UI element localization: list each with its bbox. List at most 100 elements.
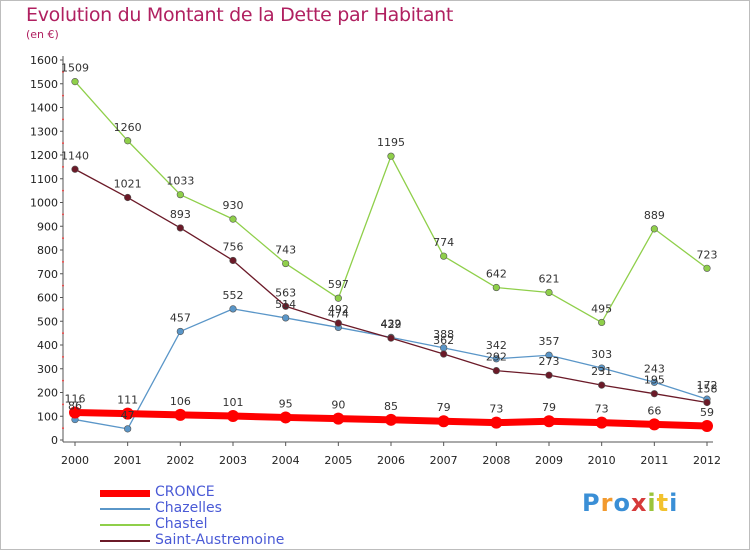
data-label-chastel: 743 — [275, 244, 296, 257]
series-chastel — [71, 78, 711, 327]
x-tick-label: 2012 — [693, 454, 721, 467]
data-point-chazelles — [598, 364, 606, 372]
data-point-cronce — [174, 408, 187, 421]
data-point-saint-austremoine — [650, 390, 658, 398]
y-tick-label: 800 — [37, 244, 58, 257]
data-point-chastel — [282, 259, 290, 268]
y-minor-tick — [62, 403, 64, 406]
data-point-chastel — [650, 225, 658, 233]
series-line-saint-austremoine — [74, 168, 708, 404]
data-point-chazelles — [650, 378, 658, 386]
data-point-saint-austremoine — [334, 319, 342, 327]
legend-label: Saint-Austremoine — [155, 532, 285, 548]
data-point-cronce — [490, 416, 503, 429]
logo-letter: o — [613, 489, 631, 517]
data-label-chazelles: 514 — [275, 298, 296, 311]
data-label-chastel: 1195 — [377, 136, 405, 149]
legend-swatch — [100, 508, 150, 510]
y-tick-label: 1300 — [30, 125, 58, 138]
data-point-cronce — [121, 407, 134, 420]
data-label-cronce: 66 — [647, 404, 661, 417]
y-tick-label: 1600 — [30, 54, 58, 67]
data-label-cronce: 95 — [279, 397, 293, 410]
data-label-cronce: 106 — [170, 395, 191, 408]
data-point-chastel — [387, 152, 395, 160]
series-layer — [69, 78, 713, 433]
legend: CRONCE Chazelles Chastel Saint-Austremoine — [100, 484, 360, 549]
data-label-chastel: 642 — [486, 268, 507, 281]
legend-label: Chastel — [155, 516, 208, 532]
data-label-saint-austremoine: 1021 — [114, 178, 142, 191]
y-minor-tick — [62, 308, 64, 311]
logo-letter: i — [669, 489, 679, 517]
data-point-chastel — [545, 288, 553, 297]
data-label-chazelles: 243 — [644, 362, 665, 375]
y-minor-tick — [62, 142, 64, 145]
data-label-chastel: 597 — [328, 278, 349, 291]
data-label-saint-austremoine: 756 — [223, 240, 244, 253]
x-tick-label: 2007 — [430, 454, 458, 467]
data-label-chazelles: 86 — [68, 400, 82, 413]
data-point-saint-austremoine — [71, 165, 79, 173]
y-minor-tick — [62, 118, 64, 121]
data-label-saint-austremoine: 563 — [275, 286, 296, 299]
data-point-chazelles — [545, 351, 553, 359]
data-label-cronce: 116 — [65, 392, 86, 405]
y-tick-label: 200 — [37, 387, 58, 400]
data-label-chastel: 495 — [591, 302, 612, 315]
legend-item-chastel: Chastel — [100, 516, 360, 533]
data-label-chazelles: 388 — [433, 328, 454, 341]
data-label-cronce: 59 — [700, 406, 714, 419]
data-point-saint-austremoine — [598, 381, 606, 389]
x-tick-label: 2010 — [588, 454, 616, 467]
data-label-chazelles: 342 — [486, 339, 507, 352]
data-point-saint-austremoine — [387, 334, 395, 342]
logo-letter: x — [630, 489, 648, 517]
data-point-chastel — [124, 137, 132, 145]
y-minor-tick — [62, 213, 64, 216]
data-label-cronce: 79 — [542, 401, 556, 414]
data-point-saint-austremoine — [703, 398, 711, 407]
data-point-chazelles — [492, 355, 500, 363]
y-tick-label: 600 — [37, 292, 58, 305]
legend-item-chazelles: Chazelles — [100, 500, 360, 517]
chart-subtitle: (en €) — [26, 28, 59, 41]
x-tick-label: 2000 — [61, 454, 89, 467]
y-minor-tick — [62, 70, 64, 73]
legend-label: CRONCE — [155, 484, 215, 500]
data-point-cronce — [279, 411, 292, 424]
y-tick-label: 400 — [37, 339, 58, 352]
x-tick-label: 2004 — [272, 454, 300, 467]
data-point-cronce — [543, 415, 555, 428]
data-label-chastel: 1033 — [166, 175, 194, 188]
y-tick-label: 1100 — [30, 173, 58, 186]
data-label-cronce: 73 — [489, 403, 503, 416]
data-point-saint-austremoine — [440, 350, 448, 358]
data-label-saint-austremoine: 362 — [433, 334, 454, 347]
data-label-chazelles: 172 — [697, 379, 718, 392]
data-point-chastel — [440, 252, 448, 260]
y-minor-tick — [62, 284, 64, 287]
data-label-chazelles: 552 — [223, 289, 244, 302]
data-point-chazelles — [282, 314, 290, 322]
x-tick-label: 2001 — [114, 454, 142, 467]
data-label-cronce: 90 — [331, 399, 345, 412]
logo-letter: r — [600, 489, 614, 517]
data-point-chastel — [703, 264, 711, 272]
data-label-saint-austremoine: 273 — [539, 355, 560, 368]
data-point-chastel — [71, 78, 79, 86]
data-point-saint-austremoine — [492, 367, 500, 375]
data-label-saint-austremoine: 429 — [381, 318, 402, 331]
logo-letter: P — [582, 489, 601, 517]
data-label-saint-austremoine: 492 — [328, 303, 349, 316]
x-tick-label: 2005 — [324, 454, 352, 467]
x-tick-label: 2003 — [219, 454, 247, 467]
data-point-chastel — [334, 294, 342, 302]
data-label-cronce: 111 — [117, 394, 138, 407]
logo-letter: i — [647, 489, 657, 517]
data-label-chastel: 774 — [433, 236, 454, 249]
legend-item-cronce: CRONCE — [100, 484, 360, 501]
series-cronce — [69, 406, 713, 432]
